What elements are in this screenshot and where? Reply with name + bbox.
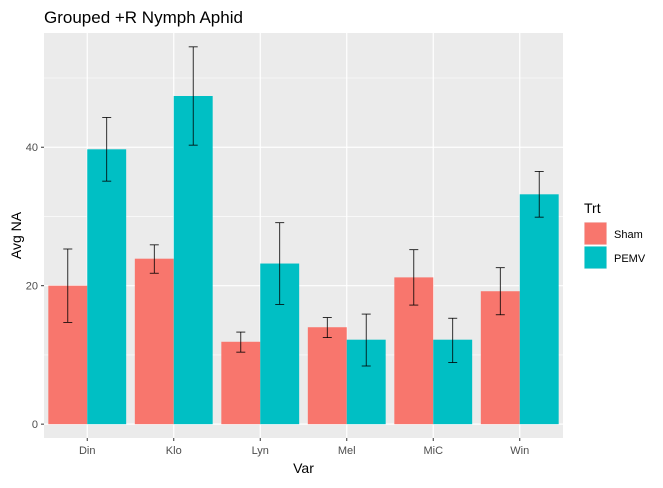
x-tick-label: MiC [423, 445, 443, 457]
legend-title: Trt [584, 200, 601, 216]
y-tick-label: 40 [26, 142, 38, 154]
bar-sham [307, 327, 347, 425]
x-tick-label: Win [510, 445, 529, 457]
chart-title: Grouped +R Nymph Aphid [44, 8, 243, 27]
y-tick-label: 0 [32, 419, 38, 431]
bar-pemv [173, 96, 213, 425]
plot-panel [44, 33, 563, 438]
bars [48, 96, 559, 425]
error-bars [63, 46, 544, 367]
x-axis: Din Klo Lyn Mel MiC Win [79, 438, 529, 457]
bar-pemv [519, 194, 559, 425]
legend: Trt Sham PEMV [584, 200, 646, 269]
y-tick-label: 20 [26, 281, 38, 293]
x-axis-label: Var [293, 460, 314, 476]
y-axis-label: Avg NA [8, 211, 24, 259]
bar-sham [221, 341, 261, 425]
x-tick-label: Mel [338, 445, 356, 457]
legend-label-sham: Sham [614, 229, 643, 241]
legend-label-pemv: PEMV [614, 253, 646, 265]
grid-minor [44, 77, 563, 356]
x-tick-label: Din [79, 445, 96, 457]
legend-key-pemv [584, 246, 607, 269]
legend-key-sham [584, 222, 607, 245]
bar-sham [134, 258, 174, 425]
x-tick-label: Klo [166, 445, 182, 457]
bar-pemv [87, 149, 127, 425]
y-axis: 0 20 40 [26, 142, 44, 431]
x-tick-label: Lyn [252, 445, 269, 457]
